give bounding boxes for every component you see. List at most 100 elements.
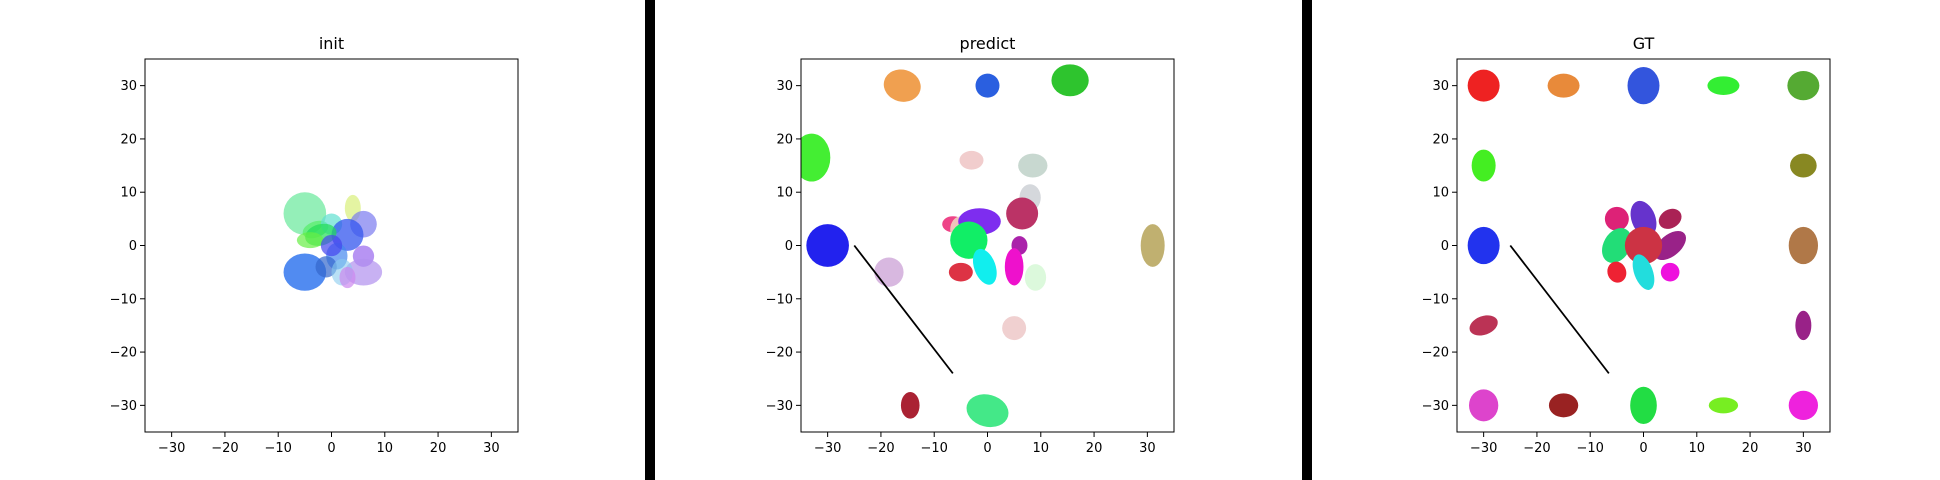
ellipse-mark [1708, 397, 1739, 414]
ellipse-mark [806, 224, 849, 267]
ellipse-mark [1787, 70, 1820, 101]
y-tick-label: −10 [1422, 292, 1449, 307]
ellipse-mark [283, 253, 327, 291]
x-tick-label: −20 [867, 441, 894, 456]
ellipse-mark [1630, 386, 1657, 425]
ellipse-mark [1788, 226, 1819, 265]
y-tick-label: −10 [766, 292, 793, 307]
chart-panel-init: −30 −20 −10 0 10 20 30 −30 −20 −10 0 10 20 30 init [110, 34, 519, 456]
x-tick-label: −30 [814, 441, 841, 456]
ellipse-mark [1632, 254, 1655, 290]
chart-title: predict [960, 34, 1016, 53]
ellipse-mark [1467, 69, 1500, 102]
ellipse-mark [339, 266, 356, 289]
ellipse-mark [1788, 390, 1819, 421]
x-tick-label: −20 [211, 441, 238, 456]
ellipse-mark [1140, 224, 1165, 267]
y-tick-label: 10 [120, 186, 137, 201]
axes-frame [800, 58, 1175, 433]
y-tick-label: 20 [776, 132, 793, 147]
ellipse-mark [1006, 197, 1039, 230]
x-tick-label: 0 [1639, 441, 1647, 456]
ellipse-mark [1471, 149, 1496, 182]
y-tick-label: 10 [776, 186, 793, 201]
ellipse-mark [1795, 310, 1812, 341]
ellipse-mark [1604, 206, 1629, 231]
ellipse-mark [900, 392, 920, 419]
ellipse-mark [1627, 66, 1660, 105]
ellipse-mark [1468, 389, 1499, 422]
plot-area [283, 192, 383, 291]
ellipse-mark [1624, 226, 1663, 265]
y-tick-label: 20 [120, 132, 137, 147]
ellipse-mark [296, 232, 324, 249]
ellipse-mark [1469, 315, 1498, 336]
ellipse-mark [1630, 200, 1657, 237]
ellipse-mark [959, 150, 984, 170]
ellipse-mark [801, 133, 831, 182]
trajectory-line [853, 244, 954, 374]
plot-area [801, 64, 1165, 428]
y-tick-label: −20 [766, 346, 793, 361]
x-tick-label: 30 [1795, 441, 1812, 456]
x-tick-label: 20 [1742, 441, 1759, 456]
ellipse-mark [1790, 153, 1817, 178]
y-tick-label: 30 [1432, 79, 1449, 94]
ellipse-mark [966, 394, 1009, 428]
x-tick-label: −20 [1523, 441, 1550, 456]
ellipse-mark [1002, 316, 1027, 341]
y-tick-label: 0 [1441, 239, 1449, 254]
x-tick-label: −10 [1576, 441, 1603, 456]
y-tick-label: −30 [766, 399, 793, 414]
ellipse-mark [1024, 264, 1047, 291]
ellipse-mark [1547, 73, 1580, 98]
y-tick-label: −10 [110, 292, 137, 307]
y-tick-label: −20 [1422, 346, 1449, 361]
x-tick-label: −10 [920, 441, 947, 456]
ellipse-mark [1467, 226, 1500, 265]
ellipse-mark [1658, 208, 1682, 229]
x-tick-label: 30 [483, 441, 500, 456]
x-tick-label: 10 [377, 441, 394, 456]
y-tick-label: 0 [785, 239, 793, 254]
panel-separator-1 [645, 0, 655, 480]
y-tick-label: −30 [1422, 399, 1449, 414]
ellipse-mark [320, 234, 343, 257]
chart-panel-GT: −30 −20 −10 0 10 20 30 −30 −20 −10 0 10 20 30 GT [1422, 34, 1831, 456]
chart-title: GT [1633, 34, 1655, 53]
x-tick-label: −10 [264, 441, 291, 456]
y-tick-label: −30 [110, 399, 137, 414]
x-tick-label: −30 [158, 441, 185, 456]
x-tick-label: −30 [1470, 441, 1497, 456]
ellipse-mark [948, 262, 973, 282]
ellipse-mark [1607, 261, 1627, 283]
ellipse-mark [874, 257, 904, 287]
x-tick-label: 0 [983, 441, 991, 456]
x-tick-label: 10 [1689, 441, 1706, 456]
ellipse-mark [1654, 230, 1686, 261]
y-tick-label: −20 [110, 346, 137, 361]
chart-title: init [319, 34, 344, 53]
chart-panel-predict: −30 −20 −10 0 10 20 30 −30 −20 −10 0 10 20 30 predict [766, 34, 1175, 456]
x-tick-label: 20 [1086, 441, 1103, 456]
ellipse-mark [1051, 64, 1089, 97]
y-tick-label: 20 [1432, 132, 1449, 147]
ellipse-mark [975, 73, 1000, 98]
ellipse-mark [883, 69, 921, 102]
plot-area [1467, 66, 1820, 425]
trajectory-line [1509, 244, 1610, 374]
x-tick-label: 10 [1033, 441, 1050, 456]
y-tick-label: 0 [129, 239, 137, 254]
x-tick-label: 30 [1139, 441, 1156, 456]
ellipse-mark [1602, 228, 1632, 263]
panel-separator-2 [1302, 0, 1312, 480]
ellipse-mark [1660, 262, 1680, 282]
y-tick-label: 30 [776, 79, 793, 94]
ellipse-mark [1707, 76, 1740, 95]
x-tick-label: 20 [430, 441, 447, 456]
y-tick-label: 30 [120, 79, 137, 94]
x-tick-label: 0 [327, 441, 335, 456]
y-tick-label: 10 [1432, 186, 1449, 201]
